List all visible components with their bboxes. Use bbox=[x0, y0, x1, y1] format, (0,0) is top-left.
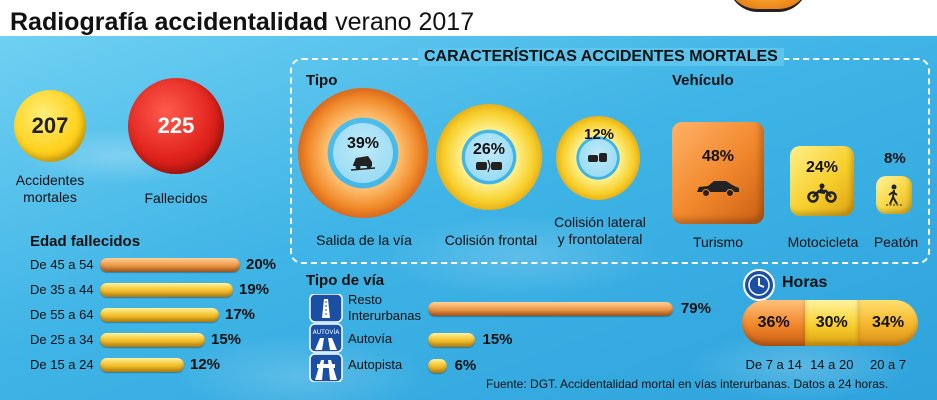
edad-value-1: 19% bbox=[239, 281, 270, 298]
vehiculo-label-1: Motocicleta bbox=[787, 234, 859, 250]
car-off-road-icon bbox=[350, 153, 376, 171]
horas-label-0: De 7 a 14 bbox=[745, 357, 802, 372]
clock-icon bbox=[742, 268, 776, 302]
tipo-label-2: Colisión lateral y frontolateral bbox=[550, 214, 650, 248]
accidents-label-line2: mortales bbox=[23, 189, 77, 205]
ring-frontal-hole: 26% bbox=[465, 133, 513, 181]
edad-bar-4 bbox=[100, 358, 184, 372]
source-note: Fuente: DGT. Accidentalidad mortal en ví… bbox=[486, 377, 889, 391]
via-label-0-0: Resto bbox=[348, 292, 382, 307]
horas-segment-1: 30% bbox=[805, 300, 859, 346]
float-decoration bbox=[728, 0, 808, 12]
edad-value-2: 17% bbox=[225, 306, 256, 323]
via-bar-1 bbox=[428, 333, 475, 347]
tipo-label-1: Colisión frontal bbox=[444, 232, 538, 248]
edad-value-3: 15% bbox=[211, 331, 242, 348]
via-bar-2 bbox=[428, 359, 447, 373]
ring-lateral bbox=[556, 116, 640, 200]
cube-motocicleta: 24% bbox=[790, 146, 854, 216]
ring-salida: 39% bbox=[298, 88, 428, 218]
title-light: verano 2017 bbox=[335, 8, 475, 36]
edad-bar-1 bbox=[100, 283, 233, 297]
frontal-collision-icon bbox=[475, 159, 503, 173]
cube-peaton bbox=[876, 176, 912, 214]
edad-label-4: De 15 a 24 bbox=[30, 357, 94, 372]
vehiculo-label-2: Peatón bbox=[873, 234, 919, 250]
tipo-value-1: 26% bbox=[472, 141, 506, 158]
title-bold: Radiografía accidentalidad bbox=[10, 8, 329, 36]
vehiculo-value-0: 48% bbox=[701, 148, 735, 165]
tipo-value-0: 39% bbox=[346, 135, 380, 152]
accidents-label-line1: Accidentes bbox=[15, 172, 85, 188]
vehiculo-title: Vehículo bbox=[672, 72, 734, 89]
cube-turismo: 48% bbox=[672, 122, 764, 224]
horas-segment-0: 36% bbox=[742, 300, 806, 346]
horas-title: Horas bbox=[782, 274, 828, 291]
edad-bar-3 bbox=[100, 333, 205, 347]
road-signs-icon: AUTOVÍA bbox=[308, 294, 344, 382]
edad-title: Edad fallecidos bbox=[30, 233, 141, 250]
via-value-1: 15% bbox=[482, 331, 513, 348]
ring-salida-hole: 39% bbox=[333, 123, 393, 183]
edad-label-3: De 25 a 34 bbox=[30, 332, 94, 347]
page-title: Radiografía accidentalidad verano 2017 bbox=[10, 8, 474, 37]
edad-bar-2 bbox=[100, 308, 219, 322]
car-icon bbox=[694, 178, 742, 198]
tipo-label-0: Salida de la vía bbox=[316, 232, 412, 248]
horas-value-0: 36% bbox=[757, 314, 790, 331]
vehiculo-value-2: 8% bbox=[884, 150, 906, 167]
via-value-0: 79% bbox=[680, 300, 711, 317]
deaths-value: 225 bbox=[157, 113, 195, 138]
edad-value-0: 20% bbox=[246, 256, 277, 273]
horas-bar: 36% 30% 34% bbox=[742, 300, 918, 346]
horas-value-1: 30% bbox=[815, 314, 848, 331]
horas-label-2: 20 a 7 bbox=[869, 357, 907, 372]
svg-text:AUTOVÍA: AUTOVÍA bbox=[313, 329, 341, 336]
ring-lateral-hole bbox=[579, 139, 617, 177]
via-label-1-0: Autovía bbox=[348, 331, 393, 346]
vehiculo-label-0: Turismo bbox=[692, 234, 744, 250]
tipo-label-2-line2: y frontolateral bbox=[557, 231, 643, 247]
edad-label-0: De 45 a 54 bbox=[30, 257, 94, 272]
deaths-label: Fallecidos bbox=[144, 190, 208, 206]
side-collision-icon bbox=[587, 152, 609, 164]
horas-value-2: 34% bbox=[872, 314, 905, 331]
vehiculo-value-1: 24% bbox=[805, 159, 839, 176]
tipo-value-2: 12% bbox=[584, 126, 615, 143]
via-label-0-1: Interurbanas bbox=[348, 308, 421, 323]
edad-label-2: De 55 a 64 bbox=[30, 307, 94, 322]
motorcycle-icon bbox=[807, 183, 837, 203]
edad-bar-0 bbox=[100, 258, 240, 272]
characteristics-title: CARACTERÍSTICAS ACCIDENTES MORTALES bbox=[418, 48, 784, 66]
ring-frontal: 26% bbox=[436, 104, 542, 210]
tipo-title: Tipo bbox=[306, 72, 338, 89]
via-bar-0 bbox=[428, 302, 673, 316]
tipo-label-2-line1: Colisión lateral bbox=[554, 214, 646, 230]
edad-label-1: De 35 a 44 bbox=[30, 282, 94, 297]
accidents-circle: 207 bbox=[14, 90, 86, 162]
deaths-circle: 225 bbox=[128, 78, 224, 174]
pedestrian-icon bbox=[885, 184, 903, 206]
accidents-value: 207 bbox=[31, 113, 69, 138]
via-label-2-0: Autopista bbox=[348, 357, 403, 372]
via-value-2: 6% bbox=[454, 357, 477, 374]
accidents-label: Accidentes mortales bbox=[4, 172, 96, 206]
tipo-via-title: Tipo de vía bbox=[306, 272, 385, 289]
edad-value-4: 12% bbox=[190, 356, 221, 373]
horas-label-1: 14 a 20 bbox=[810, 357, 854, 372]
horas-segment-2: 34% bbox=[858, 300, 918, 346]
